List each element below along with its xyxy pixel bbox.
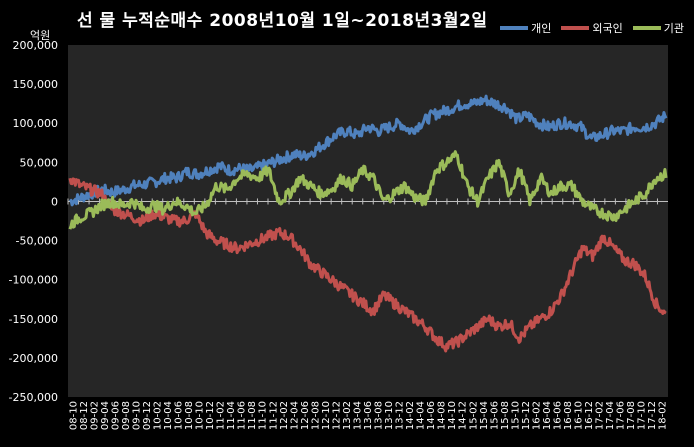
x-tick-label: 12-10: [321, 401, 332, 430]
x-tick-label: 14-02: [405, 401, 416, 430]
x-tick-label: 11-02: [216, 401, 227, 430]
plot-area: [68, 45, 668, 397]
y-tick-label: -200,000: [9, 352, 58, 365]
x-tick-label: 14-10: [447, 401, 458, 430]
y-tick-label: 0: [51, 195, 58, 208]
x-tick-label: 13-08: [374, 401, 385, 430]
axes-layer: 200,000 150,000 100,000 50,000 0 -50,000 -100,…: [9, 39, 669, 430]
x-tick-label: 12-08: [310, 401, 321, 430]
x-tick-label: 08-10: [68, 401, 79, 430]
x-tick-label: 11-06: [237, 401, 248, 430]
x-tick-label: 17-02: [595, 401, 606, 430]
x-tick-label: 16-12: [584, 401, 595, 430]
x-tick-label: 13-02: [342, 401, 353, 430]
x-tick-label: 14-08: [437, 401, 448, 430]
legend-swatch-institution: [632, 26, 661, 30]
y-tick-label: 100,000: [13, 117, 59, 130]
legend-item-personal: 개인: [500, 20, 551, 36]
x-tick-label: 14-12: [458, 401, 469, 430]
x-tick-label: 09-12: [142, 401, 153, 430]
legend-item-institution: 기관: [632, 20, 684, 36]
x-tick-label: 14-06: [426, 401, 437, 430]
x-tick-label: 11-04: [226, 401, 237, 430]
series-line-personal: [68, 94, 668, 207]
x-tick-label: 09-08: [121, 401, 132, 430]
x-tick-label: 12-06: [300, 401, 311, 430]
x-tick-label: 16-06: [552, 401, 563, 430]
x-tick-label: 11-12: [268, 401, 279, 430]
x-tick-label: 14-04: [416, 401, 427, 430]
legend-label-foreign: 외국인: [592, 22, 623, 35]
series-line-foreign: [68, 177, 667, 353]
x-tick-label: 16-08: [563, 401, 574, 430]
x-tick-label: 13-12: [395, 401, 406, 430]
x-tick-label: 08-12: [79, 401, 90, 430]
x-tick-label: 12-12: [331, 401, 342, 430]
y-tick-label: 50,000: [20, 156, 59, 169]
legend-label-personal: 개인: [531, 22, 552, 35]
x-tick-label: 10-02: [152, 401, 163, 430]
x-tick-label: 13-10: [384, 401, 395, 430]
x-tick-label: 10-08: [184, 401, 195, 430]
x-tick-label: 16-04: [542, 401, 553, 430]
x-tick-label: 18-02: [658, 401, 669, 430]
x-tick-label: 09-06: [110, 401, 121, 430]
x-tick-label: 15-10: [510, 401, 521, 430]
x-tick-label: 11-10: [258, 401, 269, 430]
x-tick-label: 11-08: [247, 401, 258, 430]
y-tick-label: 200,000: [13, 39, 59, 52]
x-tick-label: 10-12: [205, 401, 216, 430]
x-tick-label: 16-02: [531, 401, 542, 430]
x-tick-label: 17-04: [605, 401, 616, 430]
x-tick-label: 10-10: [195, 401, 206, 430]
series-line-institution: [68, 150, 668, 230]
x-tick-label: 15-08: [500, 401, 511, 430]
x-tick-label: 13-04: [352, 401, 363, 430]
chart-title: 선 물 누적순매수 2008년10월 1일~2018년3월2일: [77, 11, 488, 31]
x-tick-label: 15-04: [479, 401, 490, 430]
x-tick-label: 16-10: [574, 401, 585, 430]
x-tick-label: 12-02: [279, 401, 290, 430]
legend: 개인 외국인 기관: [500, 20, 684, 36]
legend-item-foreign: 외국인: [561, 20, 623, 36]
y-axis-unit-label: 억원: [30, 29, 51, 42]
x-tick-label: 17-08: [626, 401, 637, 430]
legend-swatch-personal: [500, 26, 529, 30]
y-tick-label: -150,000: [9, 313, 58, 326]
x-tick-label: 09-02: [89, 401, 100, 430]
y-tick-label: -100,000: [9, 274, 58, 287]
x-tick-label: 15-06: [489, 401, 500, 430]
legend-swatch-foreign: [561, 26, 590, 30]
y-tick-label: -250,000: [9, 391, 58, 404]
legend-label-institution: 기관: [663, 22, 684, 35]
x-tick-label: 13-06: [363, 401, 374, 430]
y-tick-label: -50,000: [16, 235, 58, 248]
x-tick-label: 10-04: [163, 401, 174, 430]
x-tick-label: 12-04: [289, 401, 300, 430]
x-tick-label: 09-10: [131, 401, 142, 430]
x-tick-label: 15-02: [468, 401, 479, 430]
x-tick-label: 17-06: [616, 401, 627, 430]
x-tick-label: 10-06: [174, 401, 185, 430]
x-tick-label: 15-12: [521, 401, 532, 430]
x-tick-label: 17-12: [647, 401, 658, 430]
x-tick-label: 09-04: [100, 401, 111, 430]
series-layer: [68, 94, 668, 353]
y-tick-label: 150,000: [13, 78, 59, 91]
x-tick-label: 17-10: [637, 401, 648, 430]
